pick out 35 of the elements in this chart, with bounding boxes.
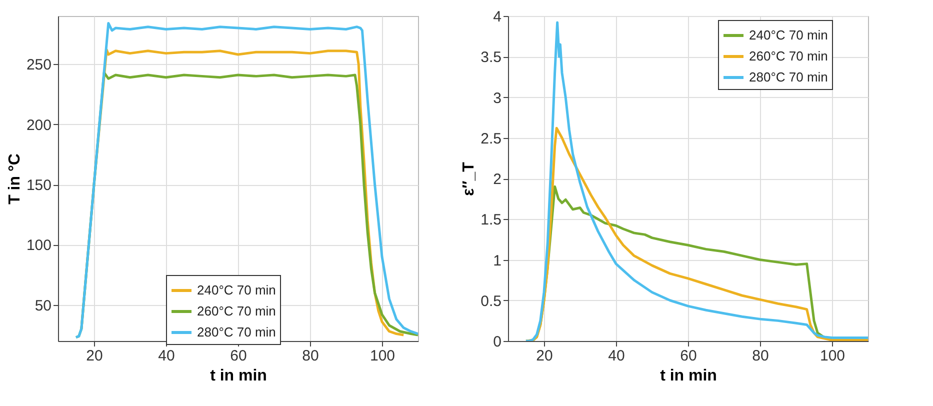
y-tick-label: 200 [26,116,52,134]
y-tick-label: 50 [34,297,52,314]
x-tick-label: 80 [752,348,769,364]
y-tick-label: 1.5 [480,212,502,229]
legend-label: 240°C 70 min [749,28,828,42]
y-axis-title: ε″_T [460,162,478,196]
x-tick-label: 100 [370,348,396,364]
legend-label: 260°C 70 min [749,48,828,64]
y-tick-label: 250 [26,56,52,74]
line-series [524,21,868,341]
y-tick-label: 2.5 [480,130,502,148]
y-tick-label: 1 [493,252,502,270]
y-tick-label: 0.5 [480,292,502,310]
x-tick-label: 60 [230,348,247,364]
x-axis-title: t in min [660,368,717,384]
x-tick-label: 60 [680,348,697,364]
x-tick-label: 20 [536,348,553,364]
x-tick-label: 40 [608,348,625,364]
x-tick-label: 100 [820,348,846,364]
legend-label: 280°C 70 min [749,70,828,84]
legend-label: 260°C 70 min [197,304,276,318]
y-tick-label: 4 [493,8,502,26]
y-tick-label: 150 [26,177,52,194]
y-tick-label: 3 [493,90,502,107]
legend-label: 240°C 70 min [197,282,276,298]
x-tick-label: 80 [302,348,319,364]
y-tick-label: 100 [26,237,52,254]
y-tick-label: 3.5 [480,49,502,66]
y-tick-label: 2 [493,171,502,188]
x-tick-label: 40 [158,348,175,364]
y-tick-label: 0 [493,334,502,350]
x-axis-title: t in min [210,368,267,384]
y-axis-title: T in °C [6,153,24,204]
x-tick-label: 20 [86,348,103,364]
legend-label: 280°C 70 min [197,324,276,340]
